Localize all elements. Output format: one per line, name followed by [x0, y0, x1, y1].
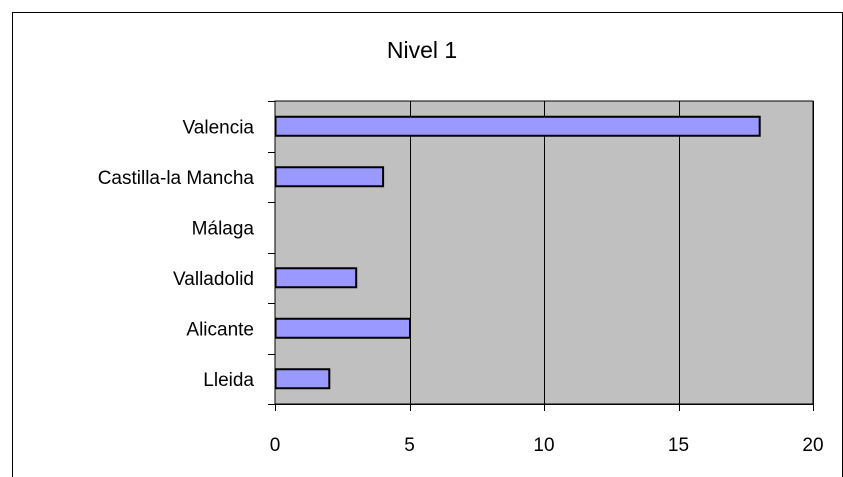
- category-label: Lleida: [203, 370, 254, 391]
- category-label: Valencia: [183, 117, 255, 138]
- bars: [274, 115, 761, 390]
- gridlines: [410, 101, 814, 404]
- bar-lleida: [274, 368, 331, 390]
- bar-alicante: [274, 317, 411, 339]
- category-label: Valladolid: [173, 269, 254, 290]
- category-labels: Valencia Castilla-la Mancha Málaga Valladol…: [98, 117, 255, 391]
- x-tick-labels: 0 5 10 15 20: [270, 435, 824, 456]
- chart-title: Nivel 1: [387, 37, 457, 63]
- x-tick-label: 5: [404, 435, 415, 456]
- axes: [268, 101, 814, 411]
- category-label: Castilla-la Mancha: [98, 168, 255, 189]
- bar-valladolid: [274, 267, 358, 289]
- category-label: Málaga: [192, 218, 255, 239]
- x-tick-label: 10: [533, 435, 554, 456]
- bar-castilla-la-mancha: [274, 166, 385, 188]
- x-tick-label: 0: [270, 435, 281, 456]
- x-tick-label: 20: [802, 435, 823, 456]
- category-label: Alicante: [186, 319, 254, 340]
- bar-valencia: [274, 115, 761, 137]
- x-tick-label: 15: [668, 435, 689, 456]
